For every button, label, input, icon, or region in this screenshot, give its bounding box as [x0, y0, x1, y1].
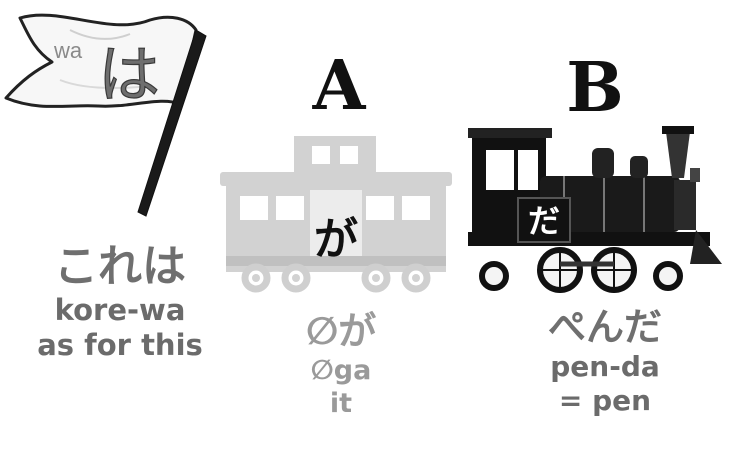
column-left-text: これは kore-wa as for this	[10, 241, 230, 363]
b-japanese: ぺんだ	[547, 305, 662, 349]
b-romaji: pen-da	[550, 350, 660, 383]
left-romaji: kore-wa	[54, 293, 186, 327]
flag-pole	[137, 29, 207, 217]
b-gloss: = pen	[558, 384, 652, 417]
wa-flag-illustration: wa は	[4, 13, 207, 217]
left-gloss: as for this	[37, 328, 203, 362]
train-car-illustration: が	[220, 136, 452, 293]
flag-kana: は	[98, 38, 160, 111]
a-romaji: ∅ga	[310, 355, 372, 386]
car-kana: が	[314, 214, 358, 265]
flag-cloth	[4, 13, 198, 108]
left-japanese: これは	[54, 241, 186, 292]
a-japanese: ∅が	[305, 309, 377, 353]
steam-locomotive-illustration: だ	[468, 126, 722, 293]
flag-romaji-tag: wa	[53, 38, 83, 63]
a-gloss: it	[329, 388, 353, 419]
label-b: B	[566, 48, 624, 128]
column-a-text: ∅が ∅ga it	[276, 308, 406, 420]
label-a: A	[312, 46, 366, 126]
engine-kana: だ	[528, 202, 560, 240]
column-b-text: ぺんだ pen-da = pen	[520, 304, 690, 418]
